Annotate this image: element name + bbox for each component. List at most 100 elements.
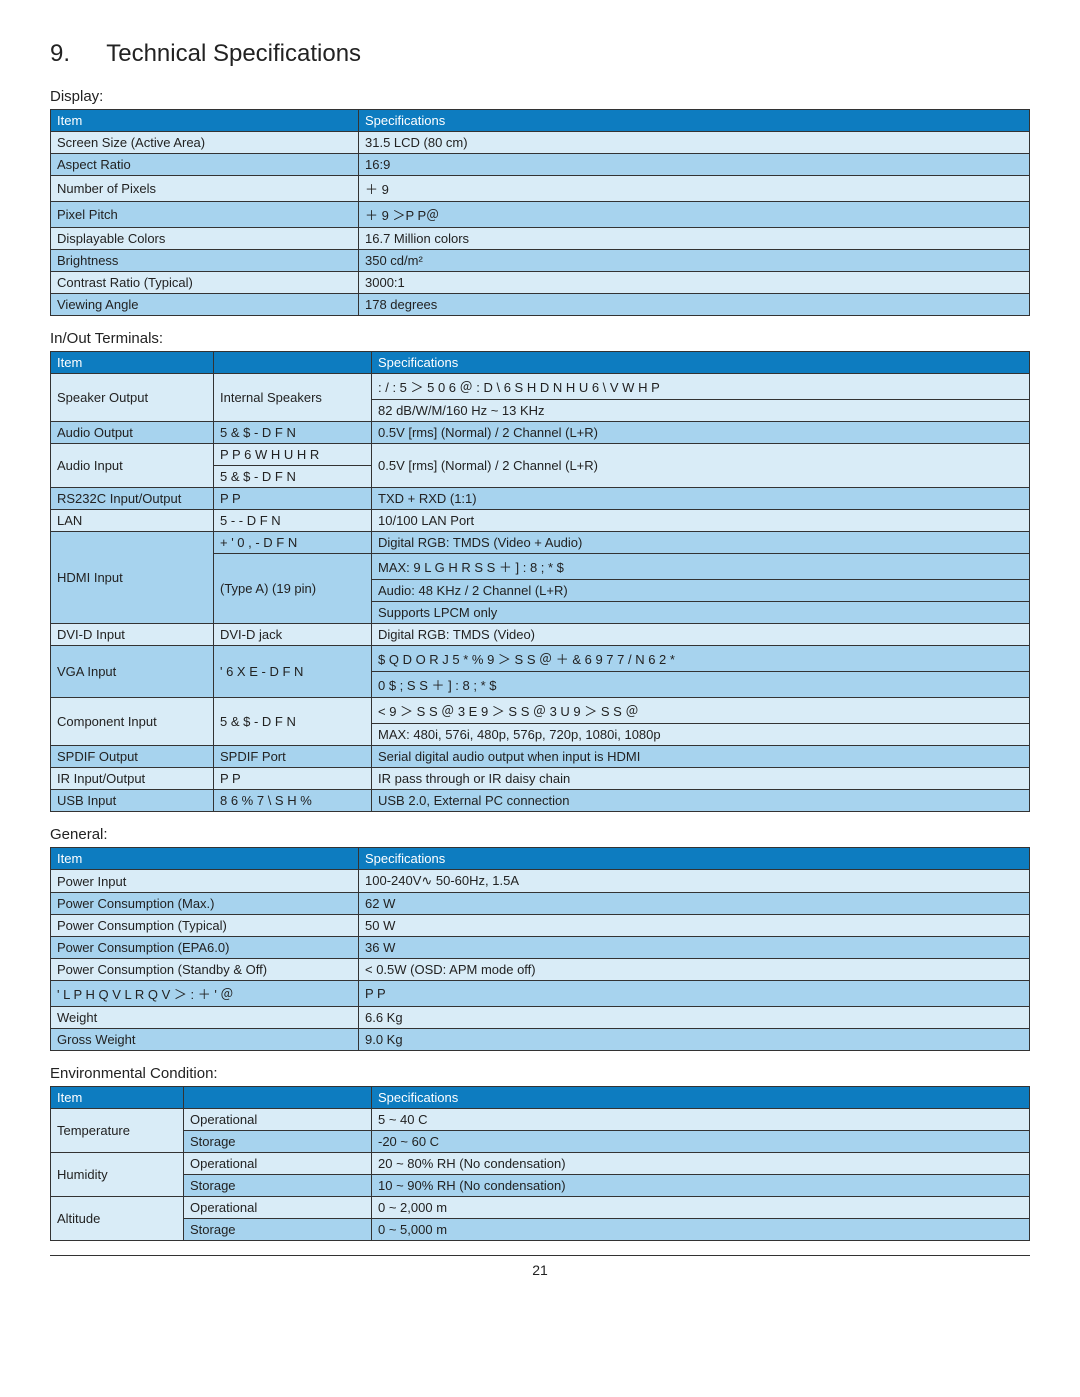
col-header-spec: Specifications [359,848,1030,870]
col-header-blank [214,352,372,374]
general-subhead: General: [50,826,1030,843]
cell: $ Q D O R J 5 * % 9 ＞ S S ＠ ＋ & 6 9 7 7 … [372,646,1030,672]
cell: + ' 0 , - D F N [214,532,372,554]
cell: 0.5V [rms] (Normal) / 2 Channel (L+R) [372,422,1030,444]
cell: 3000:1 [359,272,1030,294]
cell: 178 degrees [359,294,1030,316]
cell: Audio: 48 KHz / 2 Channel (L+R) [372,580,1030,602]
cell: Power Input [51,870,359,893]
cell: Temperature [51,1109,184,1153]
env-subhead: Environmental Condition: [50,1065,1030,1082]
col-header-spec: Specifications [359,110,1030,132]
cell: 82 dB/W/M/160 Hz ~ 13 KHz [372,400,1030,422]
cell: P P [214,768,372,790]
footer-rule [50,1255,1030,1256]
cell: Viewing Angle [51,294,359,316]
cell: ' L P H Q V L R Q V ＞ : ＋ ' ＠ [51,981,359,1007]
col-header-spec: Specifications [372,352,1030,374]
cell: Number of Pixels [51,176,359,202]
cell: 5 & $ - D F N [214,466,372,488]
cell: 100-240V∿ 50-60Hz, 1.5A [359,870,1030,893]
col-header-item: Item [51,110,359,132]
cell: SPDIF Port [214,746,372,768]
cell: Operational [184,1153,372,1175]
cell: IR pass through or IR daisy chain [372,768,1030,790]
cell: Brightness [51,250,359,272]
cell: Power Consumption (Typical) [51,915,359,937]
cell: Pixel Pitch [51,202,359,228]
cell: Power Consumption (Max.) [51,893,359,915]
cell: 10 ~ 90% RH (No condensation) [372,1175,1030,1197]
cell: Audio Input [51,444,214,488]
cell: 50 W [359,915,1030,937]
cell: Digital RGB: TMDS (Video + Audio) [372,532,1030,554]
col-header-item: Item [51,848,359,870]
cell: MAX: 480i, 576i, 480p, 576p, 720p, 1080i… [372,724,1030,746]
cell: VGA Input [51,646,214,698]
cell: RS232C Input/Output [51,488,214,510]
cell: ＋ 9 ＞P P＠ [359,202,1030,228]
cell: P P 6 W H U H R [214,444,372,466]
section-title: Technical Specifications [106,40,361,67]
cell: -20 ~ 60 C [372,1131,1030,1153]
cell: IR Input/Output [51,768,214,790]
cell: Aspect Ratio [51,154,359,176]
col-header-item: Item [51,352,214,374]
cell: DVI-D jack [214,624,372,646]
cell: 62 W [359,893,1030,915]
cell: SPDIF Output [51,746,214,768]
cell: Audio Output [51,422,214,444]
cell: Serial digital audio output when input i… [372,746,1030,768]
cell: Operational [184,1109,372,1131]
cell: Storage [184,1131,372,1153]
cell: DVI-D Input [51,624,214,646]
cell: HDMI Input [51,532,214,624]
cell: 16.7 Million colors [359,228,1030,250]
cell: 8 6 % 7 \ S H % [214,790,372,812]
cell: < 0.5W (OSD: APM mode off) [359,959,1030,981]
cell: Storage [184,1219,372,1241]
cell: Contrast Ratio (Typical) [51,272,359,294]
general-table: Item Specifications Power Input100-240V∿… [50,847,1030,1051]
cell: Altitude [51,1197,184,1241]
cell: 0 ~ 5,000 m [372,1219,1030,1241]
section-heading: 9. Technical Specifications [50,40,1030,68]
cell: 5 ~ 40 C [372,1109,1030,1131]
display-table: Item Specifications Screen Size (Active … [50,109,1030,316]
cell: 6.6 Kg [359,1007,1030,1029]
cell: MAX: 9 L G H R S S ＋ ] : 8 ; * $ [372,554,1030,580]
display-subhead: Display: [50,88,1030,105]
cell: Supports LPCM only [372,602,1030,624]
cell: Digital RGB: TMDS (Video) [372,624,1030,646]
page-number: 21 [50,1262,1030,1278]
col-header-spec: Specifications [372,1087,1030,1109]
cell: 0 ~ 2,000 m [372,1197,1030,1219]
col-header-item: Item [51,1087,184,1109]
cell: 16:9 [359,154,1030,176]
cell: 9.0 Kg [359,1029,1030,1051]
cell: Screen Size (Active Area) [51,132,359,154]
cell: Internal Speakers [214,374,372,422]
section-number: 9. [50,40,100,68]
cell: Gross Weight [51,1029,359,1051]
cell: Power Consumption (Standby & Off) [51,959,359,981]
cell: USB 2.0, External PC connection [372,790,1030,812]
cell: 350 cd/m² [359,250,1030,272]
cell: Component Input [51,698,214,746]
cell: Power Consumption (EPA6.0) [51,937,359,959]
cell: USB Input [51,790,214,812]
cell: P P [214,488,372,510]
cell: 31.5 LCD (80 cm) [359,132,1030,154]
cell: 36 W [359,937,1030,959]
inout-table: Item Specifications Speaker Output Inter… [50,351,1030,812]
inout-subhead: In/Out Terminals: [50,330,1030,347]
cell: Weight [51,1007,359,1029]
cell: 0 $ ; S S ＋ ] : 8 ; * $ [372,672,1030,698]
cell: 0.5V [rms] (Normal) / 2 Channel (L+R) [372,444,1030,488]
cell: 20 ~ 80% RH (No condensation) [372,1153,1030,1175]
cell: Displayable Colors [51,228,359,250]
cell: ＋ 9 [359,176,1030,202]
cell: (Type A) (19 pin) [214,554,372,624]
cell: Speaker Output [51,374,214,422]
cell: Humidity [51,1153,184,1197]
